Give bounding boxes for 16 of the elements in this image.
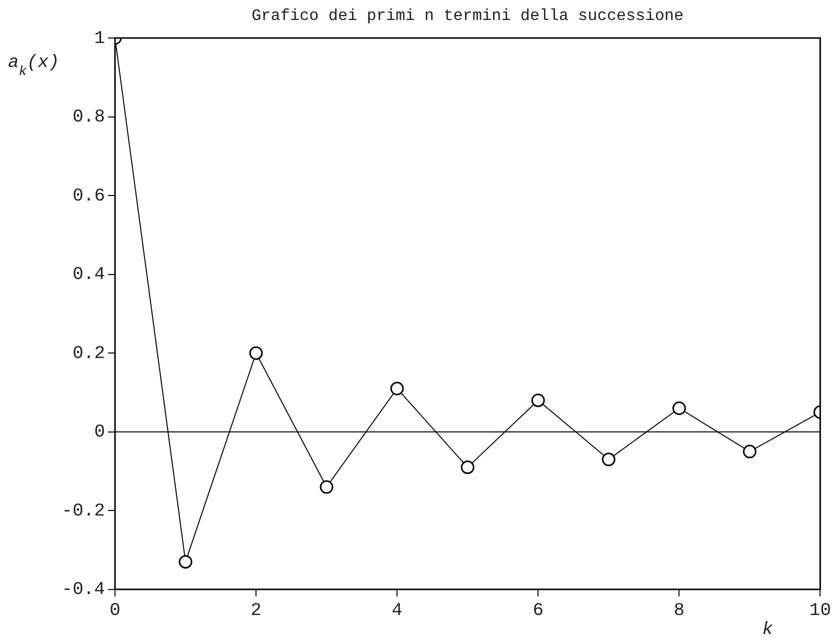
y-tick-label: 0.4	[72, 265, 105, 286]
y-tick-label: -0.2	[62, 501, 105, 522]
y-tick-label: 0.6	[72, 186, 105, 206]
y-tick-label: 0.2	[72, 344, 105, 364]
y-tick-label: 1	[94, 28, 105, 49]
x-tick-label: 6	[532, 600, 544, 621]
x-tick-label: 2	[250, 600, 262, 621]
chart-title: Grafico dei primi n termini della successione	[252, 7, 684, 25]
y-tick-label: 0	[94, 422, 105, 443]
y-tick-label: 0.8	[72, 108, 105, 128]
x-tick-label: 10	[809, 600, 832, 621]
x-tick-label: 0	[110, 600, 120, 621]
x-tick-label: 8	[674, 600, 685, 621]
x-tick-label: 4	[392, 600, 402, 621]
x-axis-title: k	[762, 620, 774, 638]
y-tick-label: -0.4	[62, 580, 105, 600]
